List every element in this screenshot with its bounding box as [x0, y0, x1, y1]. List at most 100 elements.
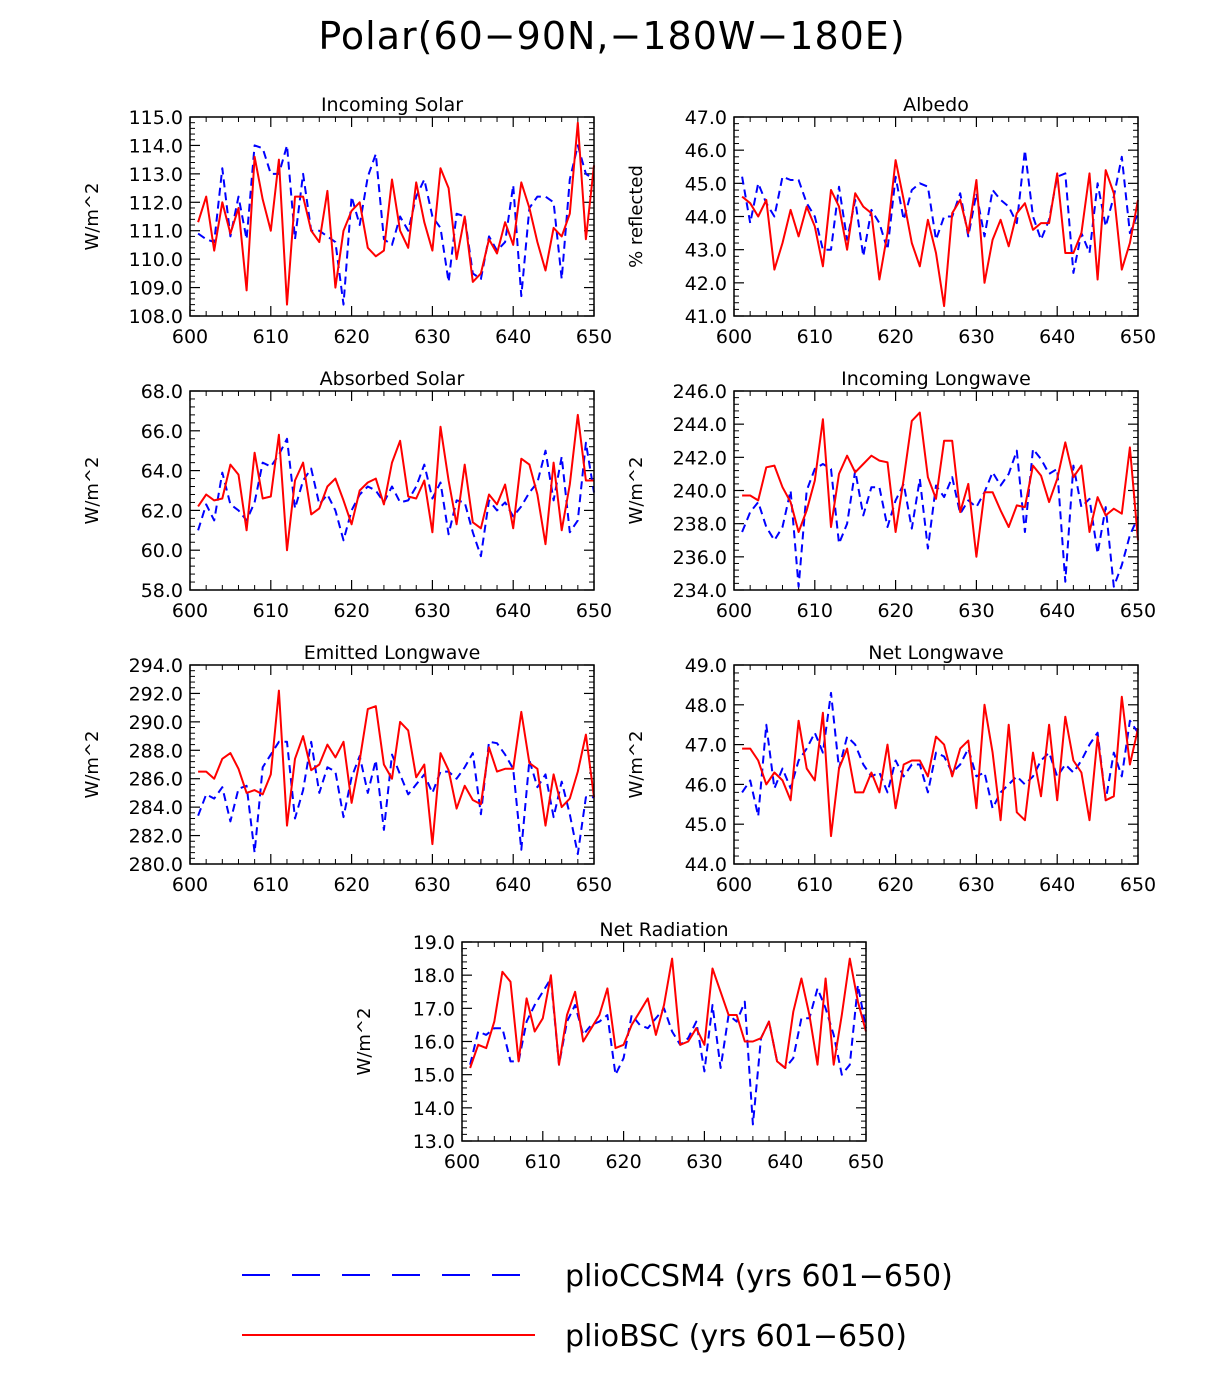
emitted-longwave-ytick-label: 288.0 [129, 740, 183, 762]
panel-incoming-solar: Incoming Solar W/m^2 600 610 620 630 640 650 108… [82, 94, 612, 348]
absorbed-solar-xtick-label: 640 [495, 600, 531, 622]
albedo-ytick-label: 43.0 [685, 240, 727, 262]
emitted-longwave-ytick-label: 290.0 [129, 712, 183, 734]
incoming-longwave-series-pliobsc [742, 411, 1139, 558]
incoming-longwave-xtick-label: 650 [1120, 600, 1156, 622]
incoming-longwave-ylabel: W/m^2 [626, 457, 647, 525]
incoming-longwave-ytick-label: 242.0 [673, 447, 727, 469]
net-longwave-xtick-label: 600 [716, 874, 752, 896]
incoming-solar-ytick-label: 112.0 [129, 192, 183, 214]
emitted-longwave-xtick-label: 630 [414, 874, 450, 896]
emitted-longwave-series-plioccsm4 [197, 740, 594, 856]
absorbed-solar-ytick-label: 64.0 [141, 461, 183, 483]
albedo-ytick-label: 44.0 [685, 207, 727, 229]
albedo-plot-frame [733, 116, 1139, 317]
incoming-solar-title: Incoming Solar [321, 94, 463, 116]
net-longwave-xtick-label: 620 [877, 874, 913, 896]
albedo-series-plioccsm4 [741, 149, 1139, 274]
net-longwave-plot-frame [733, 664, 1139, 865]
net-longwave-ylabel: W/m^2 [626, 731, 647, 799]
net-longwave-ytick-label: 44.0 [685, 854, 727, 876]
emitted-longwave-ylabel: W/m^2 [82, 731, 103, 799]
emitted-longwave-xtick-label: 620 [333, 874, 369, 896]
net-radiation-xtick-label: 650 [848, 1151, 884, 1173]
net-radiation-ytick-label: 17.0 [413, 998, 455, 1020]
net-radiation-title: Net Radiation [599, 919, 728, 941]
albedo-series-pliobsc [741, 159, 1139, 308]
albedo-xtick-label: 610 [797, 326, 833, 348]
albedo-ylabel: % reflected [626, 165, 647, 268]
net-radiation-xtick-label: 640 [767, 1151, 803, 1173]
absorbed-solar-ytick-label: 68.0 [141, 381, 183, 403]
panel-albedo: Albedo % reflected 600 610 620 630 640 650 41.0 4… [626, 94, 1156, 348]
net-radiation-series-plioccsm4 [469, 977, 867, 1126]
net-longwave-ytick-label: 45.0 [685, 814, 727, 836]
emitted-longwave-xtick-label: 600 [172, 874, 208, 896]
net-longwave-xtick-label: 640 [1039, 874, 1075, 896]
incoming-longwave-ytick-label: 238.0 [673, 514, 727, 536]
absorbed-solar-xtick-label: 600 [172, 600, 208, 622]
net-radiation-xtick-label: 610 [525, 1151, 561, 1173]
net-longwave-ytick-label: 47.0 [685, 735, 727, 757]
incoming-longwave-ytick-label: 246.0 [673, 381, 727, 403]
incoming-solar-ytick-label: 115.0 [129, 107, 183, 129]
incoming-solar-ytick-label: 114.0 [129, 135, 183, 157]
absorbed-solar-ytick-label: 66.0 [141, 421, 183, 443]
absorbed-solar-series-pliobsc [197, 413, 594, 552]
albedo-xtick-label: 630 [958, 326, 994, 348]
panel-net-radiation: Net Radiation W/m^2 600 610 620 630 640 650 13.0… [354, 919, 884, 1173]
incoming-solar-plot-frame [189, 116, 595, 317]
incoming-solar-xtick-label: 650 [576, 326, 612, 348]
net-radiation-ytick-label: 13.0 [413, 1131, 455, 1153]
emitted-longwave-xtick-label: 640 [495, 874, 531, 896]
net-longwave-ytick-label: 46.0 [685, 774, 727, 796]
absorbed-solar-title: Absorbed Solar [320, 368, 465, 390]
net-radiation-ylabel: W/m^2 [354, 1008, 375, 1076]
panel-emitted-longwave: Emitted Longwave W/m^2 600 610 620 630 640 650 2… [82, 642, 612, 896]
emitted-longwave-ytick-label: 282.0 [129, 826, 183, 848]
legend: plioCCSM4 (yrs 601−650) plioBSC (yrs 601… [242, 1259, 953, 1354]
emitted-longwave-ytick-label: 294.0 [129, 655, 183, 677]
emitted-longwave-plot-frame [189, 664, 595, 865]
emitted-longwave-xtick-label: 650 [576, 874, 612, 896]
incoming-solar-xtick-label: 620 [333, 326, 369, 348]
incoming-longwave-ytick-label: 240.0 [673, 481, 727, 503]
net-longwave-title: Net Longwave [868, 642, 1004, 664]
incoming-longwave-xtick-label: 600 [716, 600, 752, 622]
incoming-longwave-xtick-label: 610 [797, 600, 833, 622]
net-radiation-ytick-label: 14.0 [413, 1098, 455, 1120]
emitted-longwave-xtick-label: 610 [253, 874, 289, 896]
incoming-solar-ytick-label: 111.0 [129, 221, 183, 243]
incoming-solar-ylabel: W/m^2 [82, 183, 103, 251]
net-radiation-ytick-label: 15.0 [413, 1065, 455, 1087]
net-longwave-xtick-label: 610 [797, 874, 833, 896]
absorbed-solar-xtick-label: 630 [414, 600, 450, 622]
incoming-longwave-xtick-label: 630 [958, 600, 994, 622]
net-radiation-plot-frame [461, 941, 867, 1142]
emitted-longwave-ytick-label: 280.0 [129, 854, 183, 876]
emitted-longwave-ytick-label: 284.0 [129, 797, 183, 819]
absorbed-solar-plot-frame [189, 390, 595, 591]
net-radiation-ytick-label: 16.0 [413, 1032, 455, 1054]
albedo-title: Albedo [903, 94, 969, 116]
incoming-solar-ytick-label: 113.0 [129, 164, 183, 186]
net-radiation-xtick-label: 630 [686, 1151, 722, 1173]
absorbed-solar-ytick-label: 60.0 [141, 540, 183, 562]
absorbed-solar-xtick-label: 650 [576, 600, 612, 622]
net-radiation-ytick-label: 18.0 [413, 965, 455, 987]
albedo-xtick-label: 620 [877, 326, 913, 348]
net-radiation-series-pliobsc [469, 957, 867, 1069]
net-longwave-ytick-label: 48.0 [685, 695, 727, 717]
absorbed-solar-series-plioccsm4 [197, 437, 595, 558]
albedo-ytick-label: 41.0 [685, 306, 727, 328]
absorbed-solar-ytick-label: 58.0 [141, 580, 183, 602]
net-longwave-ytick-label: 49.0 [685, 655, 727, 677]
incoming-longwave-ytick-label: 236.0 [673, 547, 727, 569]
incoming-solar-series-pliobsc [197, 121, 595, 306]
legend-label-bsc: plioBSC (yrs 601−650) [565, 1319, 907, 1354]
albedo-xtick-label: 600 [716, 326, 752, 348]
net-longwave-series-pliobsc [742, 695, 1139, 838]
incoming-longwave-plot-frame [733, 390, 1139, 591]
incoming-solar-ytick-label: 110.0 [129, 249, 183, 271]
net-radiation-xtick-label: 620 [605, 1151, 641, 1173]
